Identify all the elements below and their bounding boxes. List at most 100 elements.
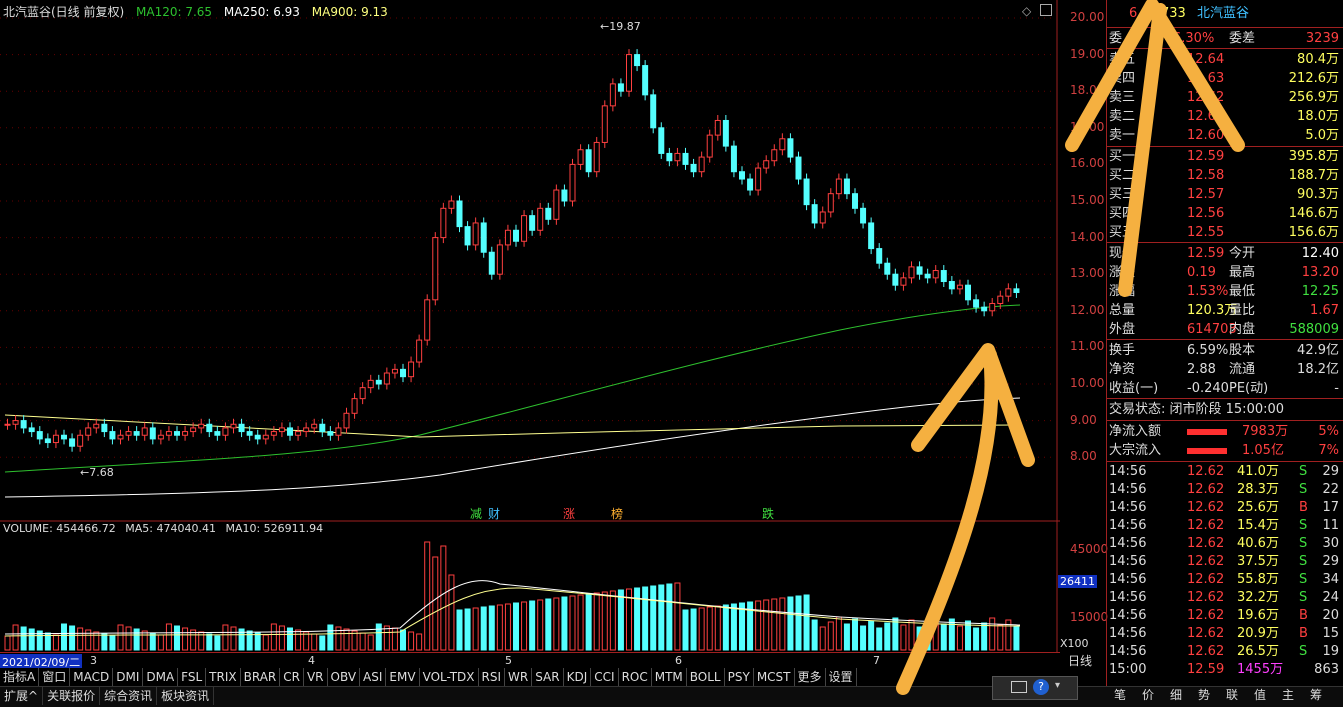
indicator-tab[interactable]: KDJ (564, 668, 592, 686)
candle-body[interactable] (238, 423, 245, 433)
event-marker-rise[interactable]: 涨 (563, 507, 576, 521)
candle-body[interactable] (254, 434, 261, 440)
candle-body[interactable] (900, 277, 907, 286)
candle-body[interactable] (117, 434, 124, 440)
candle-body[interactable] (408, 361, 415, 378)
candle-body[interactable] (650, 94, 657, 129)
candle-body[interactable] (626, 54, 632, 92)
event-marker-reduce[interactable]: 减 (470, 507, 483, 521)
candle-body[interactable] (585, 149, 592, 173)
candle-body[interactable] (109, 431, 116, 440)
candle-body[interactable] (601, 105, 608, 143)
candle-body[interactable] (1005, 288, 1012, 297)
candle-body[interactable] (779, 138, 786, 151)
indicator-tab[interactable]: 更多 (795, 668, 826, 686)
candle-body[interactable] (262, 434, 269, 440)
candle-body[interactable] (416, 339, 423, 363)
candle-body[interactable] (488, 251, 495, 275)
indicator-tab[interactable]: MTM (652, 668, 687, 686)
candle-body[interactable] (908, 266, 915, 279)
panel-tab[interactable]: 笔 (1113, 688, 1126, 702)
indicator-tab[interactable]: TRIX (206, 668, 241, 686)
candle-body[interactable] (246, 431, 253, 436)
candle-body[interactable] (44, 438, 51, 444)
candle-body[interactable] (690, 163, 697, 173)
panel-tab[interactable]: 价 (1141, 688, 1154, 702)
panel-tab[interactable]: 细 (1169, 688, 1182, 702)
candle-body[interactable] (424, 299, 431, 341)
candle-body[interactable] (545, 207, 552, 220)
candle-body[interactable] (311, 423, 318, 429)
candle-body[interactable] (367, 379, 374, 389)
candle-body[interactable] (771, 149, 778, 162)
panel-tab[interactable]: 联 (1225, 688, 1238, 702)
chart-maximize-icon[interactable] (1040, 4, 1052, 16)
candle-body[interactable] (206, 423, 213, 433)
indicator-tab[interactable]: RSI (479, 668, 506, 686)
candle-body[interactable] (303, 427, 310, 433)
candle-body[interactable] (513, 229, 519, 242)
indicator-tab[interactable]: BOLL (687, 668, 725, 686)
indicator-tab[interactable]: EMV (386, 668, 420, 686)
candle-body[interactable] (359, 387, 366, 400)
candle-body[interactable] (634, 54, 641, 67)
candle-body[interactable] (383, 372, 390, 385)
candle-body[interactable] (230, 423, 237, 429)
status-bar-item[interactable]: 扩展^ (0, 687, 44, 705)
candle-body[interactable] (739, 171, 745, 180)
candle-body[interactable] (335, 427, 342, 436)
candle-body[interactable] (391, 368, 398, 374)
candle-body[interactable] (496, 244, 503, 275)
candle-body[interactable] (133, 431, 140, 436)
candle-body[interactable] (36, 431, 43, 440)
candle-body[interactable] (852, 193, 858, 209)
indicator-tab[interactable]: BRAR (241, 668, 281, 686)
panel-tab[interactable]: 势 (1197, 688, 1210, 702)
candle-body[interactable] (868, 222, 875, 250)
candle-body[interactable] (343, 412, 350, 429)
candle-body[interactable] (747, 178, 754, 191)
candle-body[interactable] (504, 229, 511, 246)
indicator-tab[interactable]: 窗口 (39, 668, 71, 686)
system-tray-widget[interactable]: ? ▾ (992, 676, 1078, 700)
candle-body[interactable] (997, 295, 1004, 304)
candle-body[interactable] (698, 156, 705, 173)
event-marker-list[interactable]: 榜 (611, 507, 624, 521)
candle-body[interactable] (149, 427, 156, 440)
indicator-tab[interactable]: SAR (532, 668, 564, 686)
candle-body[interactable] (287, 427, 293, 436)
candle-body[interactable] (617, 83, 624, 92)
candle-body[interactable] (182, 431, 189, 436)
candle-body[interactable] (835, 178, 842, 195)
candle-body[interactable] (884, 262, 891, 275)
candle-body[interactable] (537, 207, 544, 231)
candle-body[interactable] (375, 379, 382, 385)
chart-options-icon[interactable]: ◇ (1022, 4, 1032, 18)
candle-body[interactable] (101, 423, 108, 433)
candle-body[interactable] (593, 141, 600, 173)
candle-body[interactable] (892, 273, 899, 286)
period-label[interactable]: 日线 (1068, 654, 1093, 668)
panel-tab[interactable]: 筹 (1309, 688, 1322, 702)
candle-body[interactable] (860, 207, 867, 224)
candle-body[interactable] (722, 119, 729, 147)
candle-body[interactable] (20, 420, 27, 429)
candle-body[interactable] (93, 423, 100, 429)
candle-body[interactable] (440, 207, 447, 239)
candle-body[interactable] (819, 211, 826, 224)
indicator-tab[interactable]: MACD (70, 668, 114, 686)
candle-body[interactable] (480, 222, 487, 253)
candle-body[interactable] (956, 284, 963, 290)
candle-body[interactable] (843, 178, 850, 195)
candle-body[interactable] (674, 152, 681, 162)
candle-body[interactable] (190, 427, 197, 433)
status-bar-item[interactable]: 综合资讯 (100, 687, 158, 705)
candle-body[interactable] (198, 423, 205, 429)
event-marker-finance[interactable]: 财 (488, 507, 501, 521)
candle-body[interactable] (755, 167, 762, 191)
event-marker-fall[interactable]: 跌 (762, 507, 775, 521)
indicator-tab[interactable]: PSY (725, 668, 754, 686)
indicator-tab[interactable]: VR (304, 668, 328, 686)
candle-body[interactable] (141, 427, 148, 436)
tray-dropdown-icon[interactable]: ▾ (1055, 680, 1061, 691)
